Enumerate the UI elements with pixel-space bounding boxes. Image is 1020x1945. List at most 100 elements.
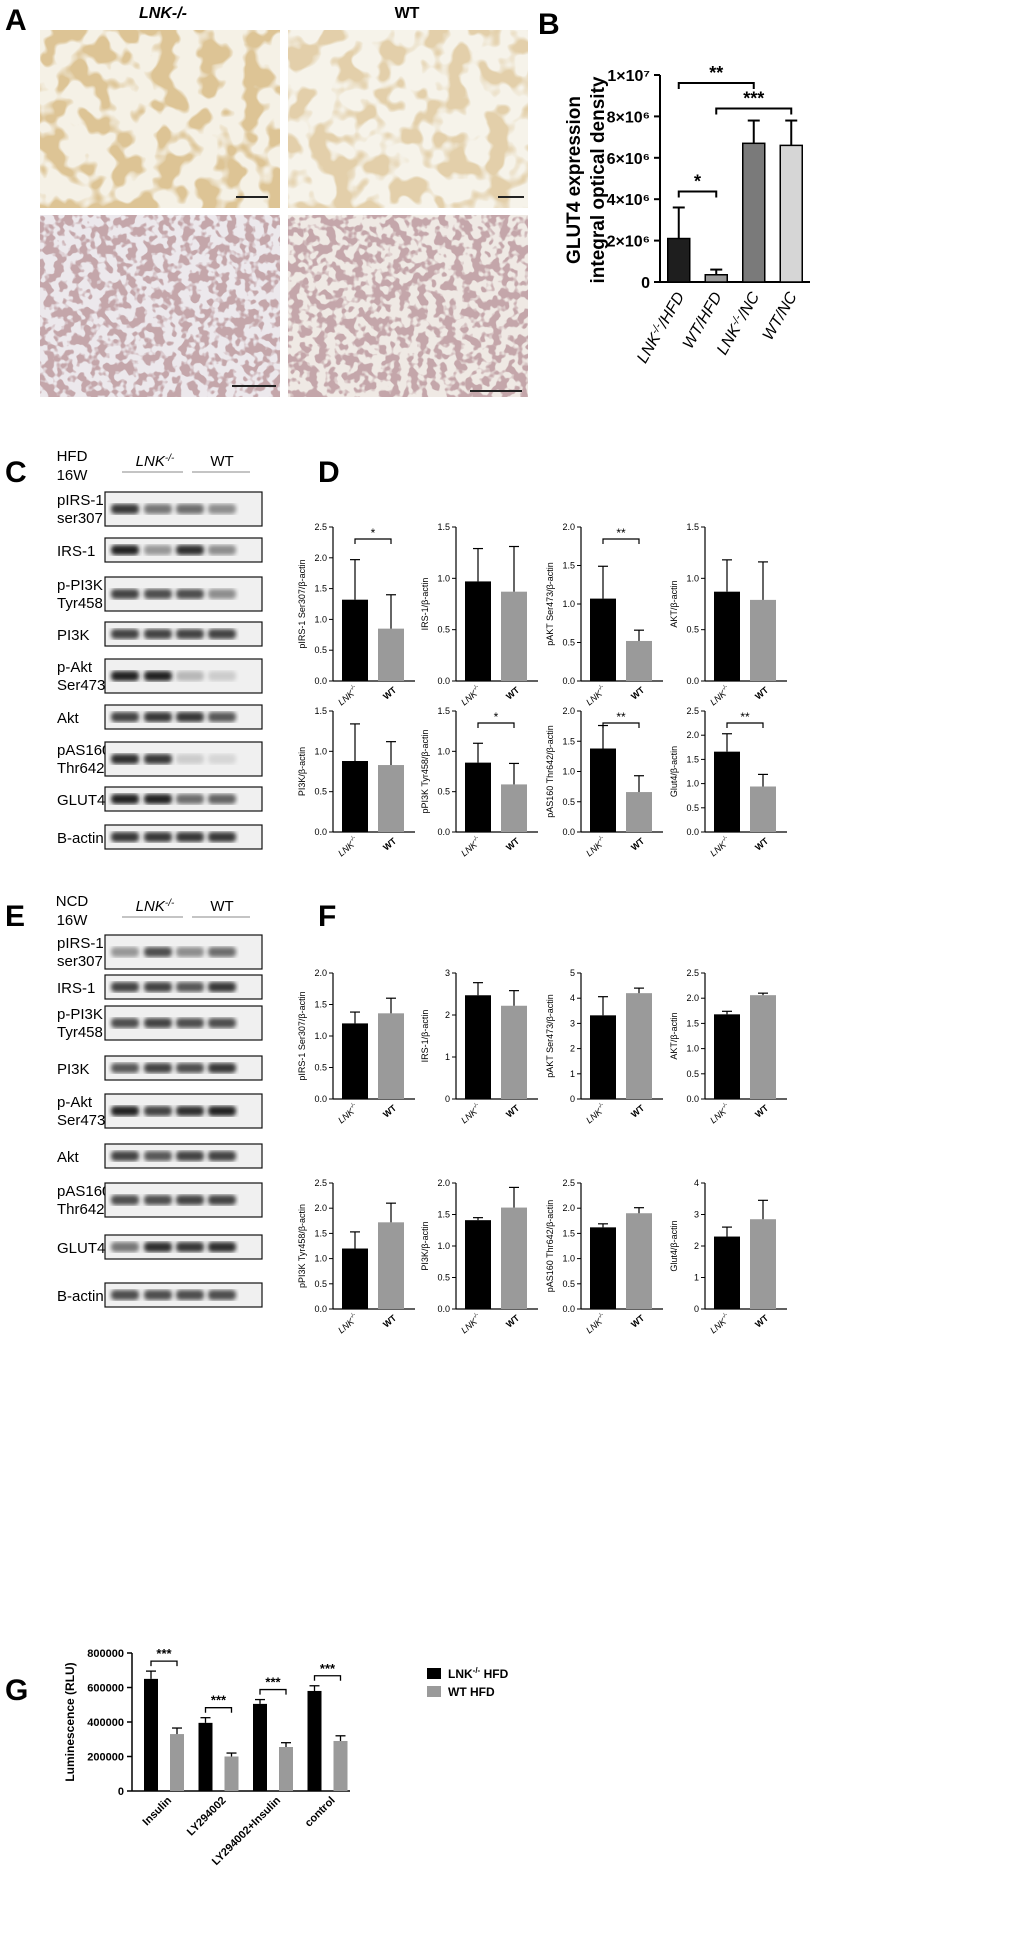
y-tick-label: 400000 <box>87 1717 124 1729</box>
blot-band <box>111 832 139 842</box>
blot-row-label: B-actin <box>57 830 104 847</box>
significance-bracket <box>354 538 392 544</box>
bar <box>378 765 404 832</box>
bar <box>590 748 616 832</box>
y-axis-label: pAKT Ser473/β-actin <box>545 562 555 646</box>
x-tick-label: WT <box>753 1103 771 1120</box>
blot-row-label: PI3K <box>57 1061 90 1078</box>
y-tick-label: 1.0 <box>437 746 450 756</box>
charts-f: 0.0 0.5 1.0 1.5 2.0 pIRS-1 Ser307/β-actin LNK-… <box>297 968 787 1335</box>
significance-bracket <box>313 1675 342 1681</box>
y-tick-label: 1.5 <box>686 1018 699 1028</box>
blot-band <box>176 629 204 639</box>
y-tick-label: 1.5 <box>562 1228 575 1238</box>
y-axis-label: Luminescence (RLU) <box>63 1662 77 1781</box>
bar <box>342 1248 368 1309</box>
y-tick-label: 0 <box>641 275 650 292</box>
y-tick-label: 1×10⁷ <box>607 68 650 85</box>
y-tick-label: 2×10⁶ <box>607 234 650 251</box>
legend-swatch <box>427 1668 441 1679</box>
x-tick-label: LNK-/- <box>335 835 360 858</box>
x-tick-label: WT <box>381 685 399 702</box>
significance-bracket <box>602 538 640 544</box>
y-tick-label: 2 <box>445 1010 450 1020</box>
y-tick-label: 4 <box>694 1178 699 1188</box>
blot-row-label: p-PI3K Tyr458 <box>57 577 103 612</box>
x-tick-label: WT <box>753 1313 771 1330</box>
bar <box>224 1756 239 1791</box>
y-axis-label: Glut4/β-actin <box>669 1220 679 1271</box>
y-tick-label: 2.5 <box>686 968 699 978</box>
x-tick-label: LY294002 <box>185 1795 229 1839</box>
significance-marker: *** <box>265 1675 281 1690</box>
y-tick-label: 6×10⁶ <box>607 151 650 168</box>
bar <box>342 599 368 681</box>
y-tick-label: 1.5 <box>686 754 699 764</box>
blot-header: 16W <box>57 467 89 484</box>
y-axis-label: pPI3K Tyr458/β-actin <box>297 1204 307 1288</box>
y-tick-label: 1.5 <box>437 522 450 532</box>
blot-band <box>176 1063 204 1073</box>
y-axis-label: pPI3K Tyr458/β-actin <box>420 729 430 813</box>
bar <box>465 762 491 832</box>
y-tick-label: 1.5 <box>314 584 327 594</box>
blot-group-label: WT <box>210 453 233 470</box>
blot-band <box>111 545 139 555</box>
blot-band <box>208 794 236 804</box>
blot-row-label: GLUT4 <box>57 1240 105 1257</box>
bar <box>253 1703 267 1791</box>
significance-marker: ** <box>616 710 626 724</box>
x-tick-label: LNK-/- <box>707 835 732 858</box>
y-tick-label: 0.0 <box>437 827 450 837</box>
bar <box>307 1690 322 1791</box>
significance-marker: ** <box>616 526 626 540</box>
y-tick-label: 2.0 <box>314 553 327 563</box>
blot-band <box>176 712 204 722</box>
chart-d3: 0.0 0.5 1.0 1.5 2.0 pAKT Ser473/β-actin LNK-/-… <box>545 522 663 707</box>
y-tick-label: 2.5 <box>562 1178 575 1188</box>
bar <box>378 628 404 681</box>
bar <box>714 751 740 832</box>
y-tick-label: 1 <box>445 1052 450 1062</box>
significance-marker: *** <box>320 1661 336 1676</box>
chart-f5: 0.0 0.5 1.0 1.5 2.0 2.5 pPI3K Tyr458/β-actin LN… <box>297 1178 415 1335</box>
blot-row-label: p-Akt Ser473 <box>57 659 105 694</box>
bar <box>501 1207 527 1309</box>
y-tick-label: 2 <box>570 1044 575 1054</box>
y-tick-label: 3 <box>570 1018 575 1028</box>
blot-row-label: B-actin <box>57 1288 104 1305</box>
y-tick-label: 0 <box>570 1094 575 1104</box>
significance-bracket <box>602 722 640 728</box>
blot-band <box>208 589 236 599</box>
x-tick-label: LNK-/- <box>583 1312 608 1335</box>
y-tick-label: 1.0 <box>314 1254 327 1264</box>
chart-f4: 0.0 0.5 1.0 1.5 2.0 2.5 AKT/β-actin LNK-/- WT <box>669 968 787 1125</box>
blot-band <box>208 1242 236 1252</box>
bar <box>742 142 766 283</box>
y-tick-label: 1.5 <box>314 706 327 716</box>
y-axis-label: AKT/β-actin <box>669 1012 679 1059</box>
significance-marker: * <box>694 171 701 191</box>
bar <box>465 581 491 681</box>
x-tick-label: WT <box>629 685 647 702</box>
blot-band <box>144 1195 172 1205</box>
chart-d1: 0.0 0.5 1.0 1.5 2.0 2.5 pIRS-1 Ser307/β-actin L… <box>297 522 415 707</box>
y-tick-label: 2.0 <box>314 1203 327 1213</box>
x-tick-label: WT <box>629 1103 647 1120</box>
blot-band <box>144 1151 172 1161</box>
blot-band <box>176 832 204 842</box>
blot-group-label: LNK-/- <box>136 898 175 915</box>
y-tick-label: 1.5 <box>314 1000 327 1010</box>
significance-bracket <box>259 1688 287 1695</box>
x-tick-label: LNK-/- <box>335 684 360 707</box>
x-tick-label: WT <box>381 1313 399 1330</box>
bar <box>198 1722 213 1791</box>
bar <box>170 1734 184 1791</box>
histology-lnk-hfd-large <box>40 30 280 208</box>
y-tick-label: 0.5 <box>314 645 327 655</box>
y-tick-label: 1.0 <box>686 573 699 583</box>
chart-f3: 0 1 2 3 4 5 pAKT Ser473/β-actin LNK-/- WT <box>545 968 663 1125</box>
x-tick-label: LNK-/- <box>583 835 608 858</box>
y-tick-label: 0.5 <box>314 1063 327 1073</box>
